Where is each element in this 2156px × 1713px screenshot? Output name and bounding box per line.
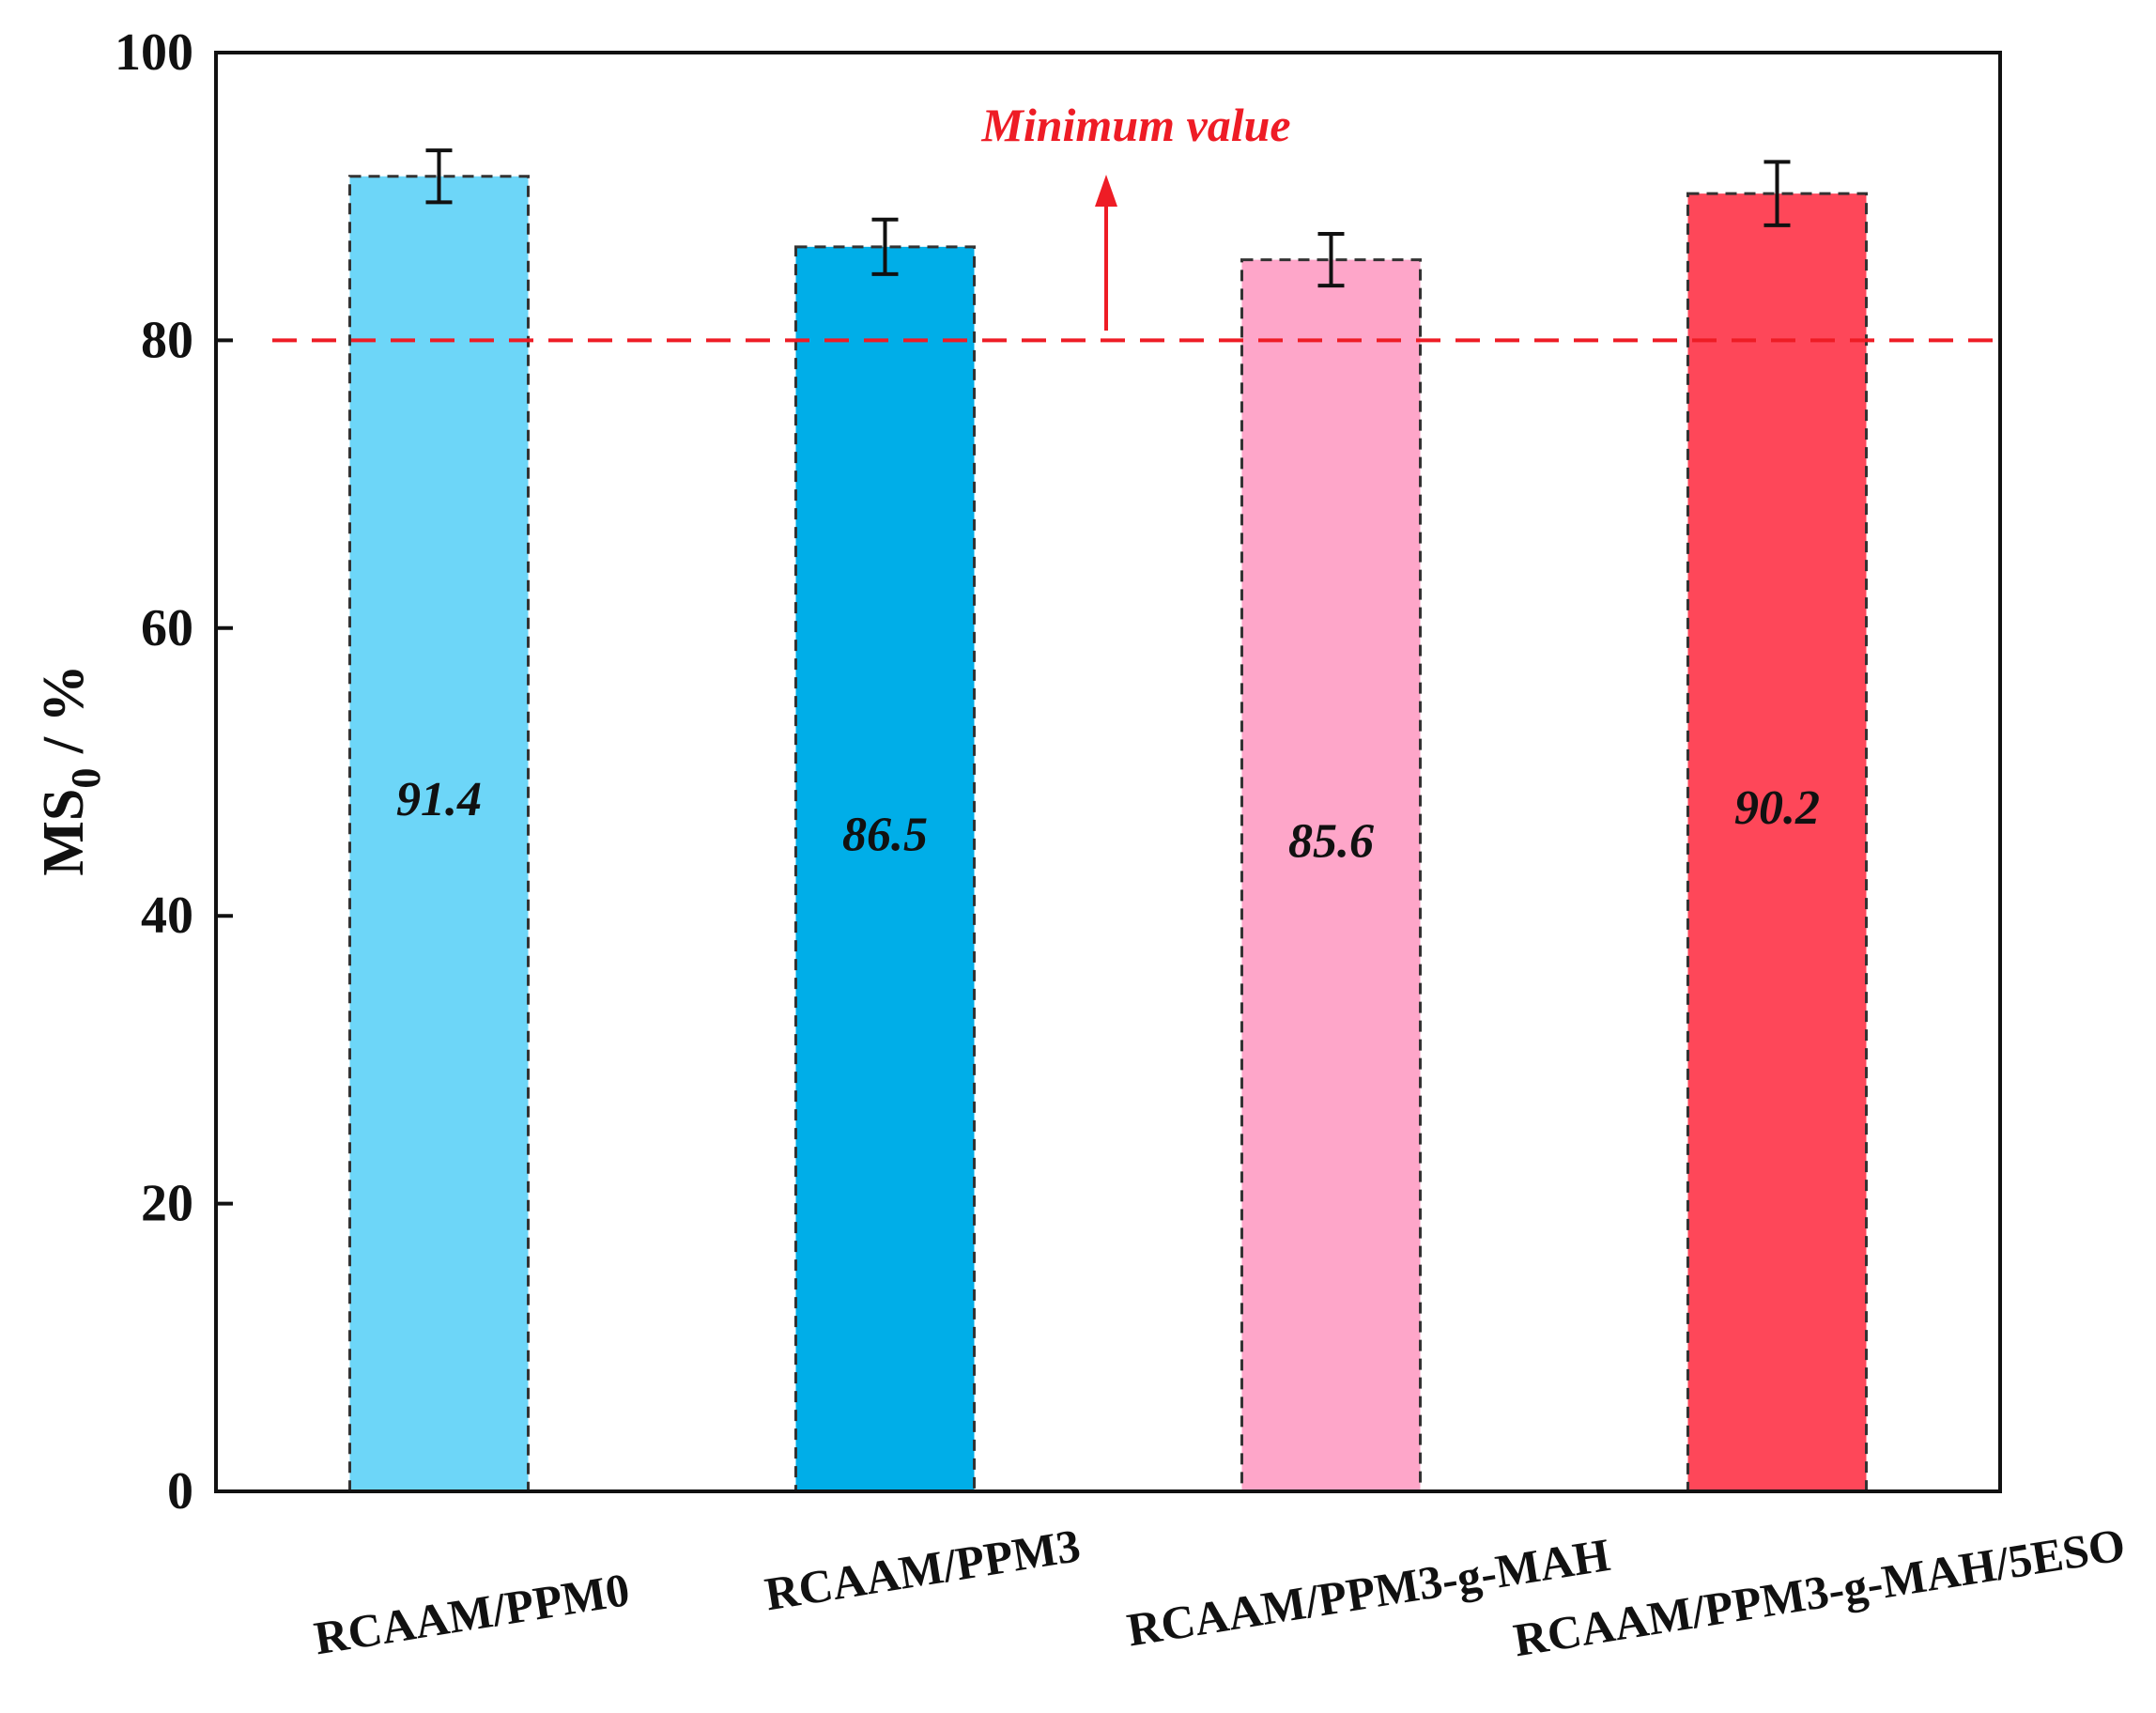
value-label-3: 85.6 [1288,814,1374,868]
error-bar-1 [425,148,453,205]
y-axis-label: MS0 / % [32,664,109,875]
y-tick-label-80: 80 [141,311,193,369]
y-axis-label-suffix: / % [32,664,96,767]
bar-1 [348,175,530,1493]
bar-4 [1686,192,1868,1493]
threshold-arrow-head [1095,175,1117,207]
value-label-4: 90.2 [1734,781,1820,835]
value-label-layer: 91.4 86.5 85.6 90.2 [396,773,1820,868]
threshold-annotation: Minimum value [980,99,1290,151]
error-bar-2 [871,217,899,276]
bar-2 [794,245,976,1493]
y-tick-label-40: 40 [141,887,193,945]
error-bar-3 [1317,232,1345,288]
category-label-layer: RCAAM/PPM0 RCAAM/PPM3 RCAAM/PPM3-g-MAHRCAA… [311,1518,2129,1666]
y-axis-label-main: MS [32,789,96,876]
plot-frame [214,51,2002,1493]
category-label-2: RCAAM/PPM3 [762,1519,1084,1620]
bar-3 [1240,258,1422,1493]
y-tick-label-20: 20 [141,1175,193,1233]
errorbar-layer [425,148,1791,288]
value-label-2: 86.5 [842,808,928,861]
axis-layer: 0 20 40 60 80 100 [115,23,233,1520]
y-tick-label-60: 60 [141,599,193,657]
y-tick-label-0: 0 [167,1462,193,1520]
bars-layer [348,175,1868,1493]
value-label-1: 91.4 [396,773,482,826]
y-tick-label-100: 100 [115,23,193,82]
y-axis-label-subscript: 0 [63,768,109,789]
category-label-1: RCAAM/PPM0 [311,1563,633,1664]
error-bar-4 [1763,160,1791,227]
